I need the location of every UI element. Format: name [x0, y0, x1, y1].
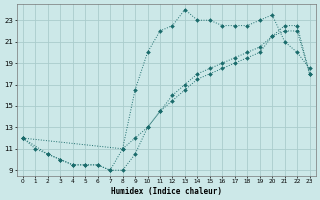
X-axis label: Humidex (Indice chaleur): Humidex (Indice chaleur) [111, 187, 222, 196]
